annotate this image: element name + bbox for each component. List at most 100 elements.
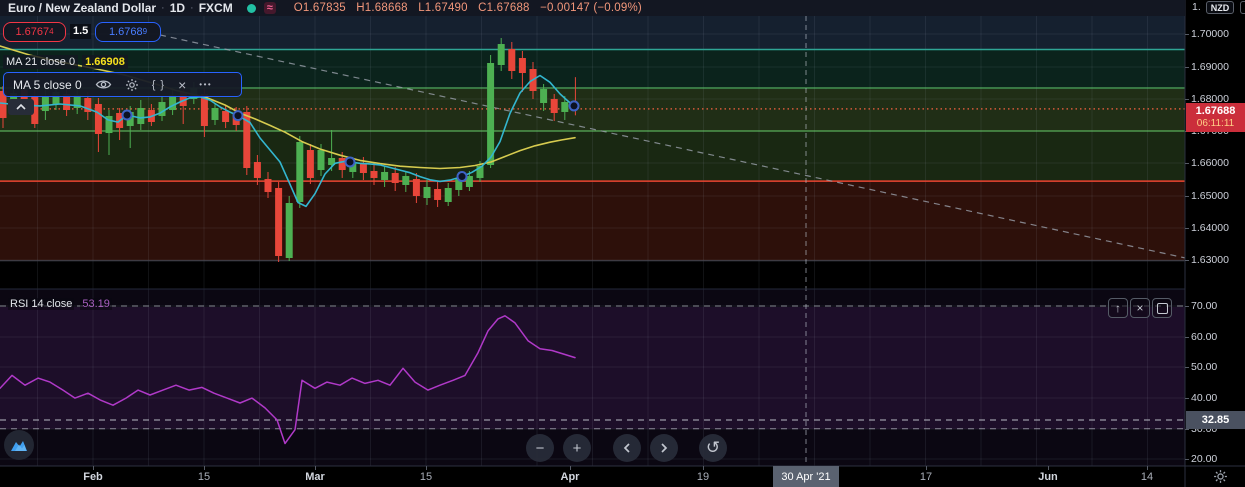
candle-body xyxy=(317,149,325,171)
ma5-selection-marker xyxy=(344,156,356,168)
interval-value[interactable]: 1D xyxy=(169,1,186,15)
candle-body xyxy=(391,172,399,184)
legend-bar: Euro / New Zealand Dollar · 1D · FXCM ≈ … xyxy=(0,0,1185,16)
tradingview-logo[interactable] xyxy=(4,430,34,460)
price-tick-mark xyxy=(1185,163,1189,164)
visibility-eye-icon[interactable] xyxy=(95,78,112,91)
sell-price-main: 1.6767 xyxy=(15,26,50,38)
exchange-name[interactable]: FXCM xyxy=(198,1,233,15)
price-tick-label: 40.00 xyxy=(1191,392,1218,404)
candle-body xyxy=(540,89,548,104)
move-pane-up-button[interactable]: ↑ xyxy=(1108,298,1128,318)
background-zone xyxy=(0,131,1185,182)
zoom-in-button[interactable]: + xyxy=(563,434,591,462)
settings-gear-icon[interactable] xyxy=(125,78,139,92)
ma21-value: 1.66908 xyxy=(82,55,128,69)
price-tick-label: 1.69000 xyxy=(1191,61,1229,73)
candle-body xyxy=(63,94,71,111)
remove-indicator-icon[interactable]: × xyxy=(178,76,187,93)
source-code-icon[interactable]: { } xyxy=(151,78,166,91)
rsi-pane-controls: ↑ × xyxy=(1108,298,1172,318)
scroll-right-button[interactable] xyxy=(650,434,678,462)
price-tick-mark xyxy=(1185,337,1189,338)
crosshair-date-label: 30 Apr '21 xyxy=(773,466,839,487)
price-tick-mark xyxy=(1185,99,1189,100)
rsi-current-value-label: 32.85 xyxy=(1186,411,1245,429)
price-tick-mark xyxy=(1185,228,1189,229)
candle-body xyxy=(423,186,431,199)
time-tick-label: 15 xyxy=(419,471,433,483)
last-price-label: 1.67688 06:11:11 xyxy=(1186,103,1245,132)
candle-body xyxy=(338,157,346,171)
candle-body xyxy=(211,108,219,120)
close-pane-button[interactable]: × xyxy=(1130,298,1150,318)
currency-unit-badge[interactable]: NZD xyxy=(1206,1,1234,14)
scroll-left-button[interactable] xyxy=(613,434,641,462)
price-tick-mark xyxy=(1185,306,1189,307)
time-tick-label: 15 xyxy=(197,471,211,483)
background-zone xyxy=(0,261,1185,289)
symbol-name[interactable]: Euro / New Zealand Dollar xyxy=(8,1,157,15)
maximize-pane-button[interactable] xyxy=(1152,298,1172,318)
time-tick-label: 19 xyxy=(696,471,710,483)
zoom-out-button[interactable]: − xyxy=(526,434,554,462)
buy-price-label[interactable]: 1.6768 9 xyxy=(95,22,161,42)
candle-body xyxy=(561,102,569,112)
ma5-selection-marker xyxy=(568,100,580,112)
percent-unit-badge-partial[interactable] xyxy=(1240,1,1245,14)
ohlc-readout: O1.67835 H1.68668 L1.67490 C1.67688 −0.0… xyxy=(294,2,649,14)
candle-body xyxy=(169,95,177,111)
candle-body xyxy=(328,157,336,165)
ma5-label[interactable]: MA 5 close 0 xyxy=(13,77,82,92)
price-tick-mark xyxy=(1185,34,1189,35)
ma5-line xyxy=(0,74,575,208)
price-tick-label: 1.65000 xyxy=(1191,190,1229,202)
price-tick-mark xyxy=(1185,459,1189,460)
rsi-value: 53.19 xyxy=(80,298,112,310)
candle-body xyxy=(243,111,251,169)
ideas-wave-icon[interactable]: ≈ xyxy=(263,2,276,14)
price-tick-mark xyxy=(1185,196,1189,197)
candle-body xyxy=(381,171,389,180)
candle-body xyxy=(275,187,283,257)
time-tick-mark xyxy=(1048,466,1049,470)
candle-body xyxy=(465,176,473,187)
candle-body xyxy=(508,49,516,72)
candle-body xyxy=(137,108,145,125)
candle-body xyxy=(434,189,442,200)
rsi-legend[interactable]: RSI 14 close 53.19 xyxy=(8,298,112,310)
trendline xyxy=(159,34,1186,259)
sell-price-label[interactable]: 1.6767 4 xyxy=(3,22,66,42)
candle-body xyxy=(402,176,410,185)
candle-body xyxy=(349,162,357,172)
sell-price-sup: 4 xyxy=(49,27,54,36)
ma21-label: MA 21 close 0 xyxy=(3,55,79,69)
price-tick-label: 60.00 xyxy=(1191,331,1218,343)
price-tick-mark xyxy=(1185,367,1189,368)
ma5-selection-marker xyxy=(121,109,133,121)
candle-body xyxy=(296,141,304,202)
candle-body xyxy=(455,177,463,191)
price-tick-mark xyxy=(1185,429,1189,430)
candle-body xyxy=(84,97,92,112)
collapse-panel-button[interactable] xyxy=(8,99,34,115)
candle-body xyxy=(444,187,452,202)
time-tick-label: Jun xyxy=(1038,471,1058,483)
time-tick-mark xyxy=(926,466,927,470)
bar-countdown: 06:11:11 xyxy=(1196,118,1235,130)
more-options-icon[interactable]: ••• xyxy=(199,80,213,89)
change-value: −0.00147 (−0.09%) xyxy=(540,2,642,14)
candle-body xyxy=(497,44,505,66)
price-tick-label: 1.66000 xyxy=(1191,157,1229,169)
open-value: O1.67835 xyxy=(293,2,346,14)
background-zone xyxy=(0,307,1185,429)
candle-body xyxy=(370,170,378,178)
ma21-legend[interactable]: MA 21 close 0 1.66908 xyxy=(3,55,128,69)
price-tick-label: 1.70000 xyxy=(1191,28,1229,40)
price-tick-mark xyxy=(1185,260,1189,261)
ma5-selection-marker xyxy=(456,171,468,183)
candle-body xyxy=(0,90,7,119)
axis-settings-gear-icon[interactable] xyxy=(1213,469,1228,487)
reset-chart-button[interactable]: ↺ xyxy=(699,434,727,462)
